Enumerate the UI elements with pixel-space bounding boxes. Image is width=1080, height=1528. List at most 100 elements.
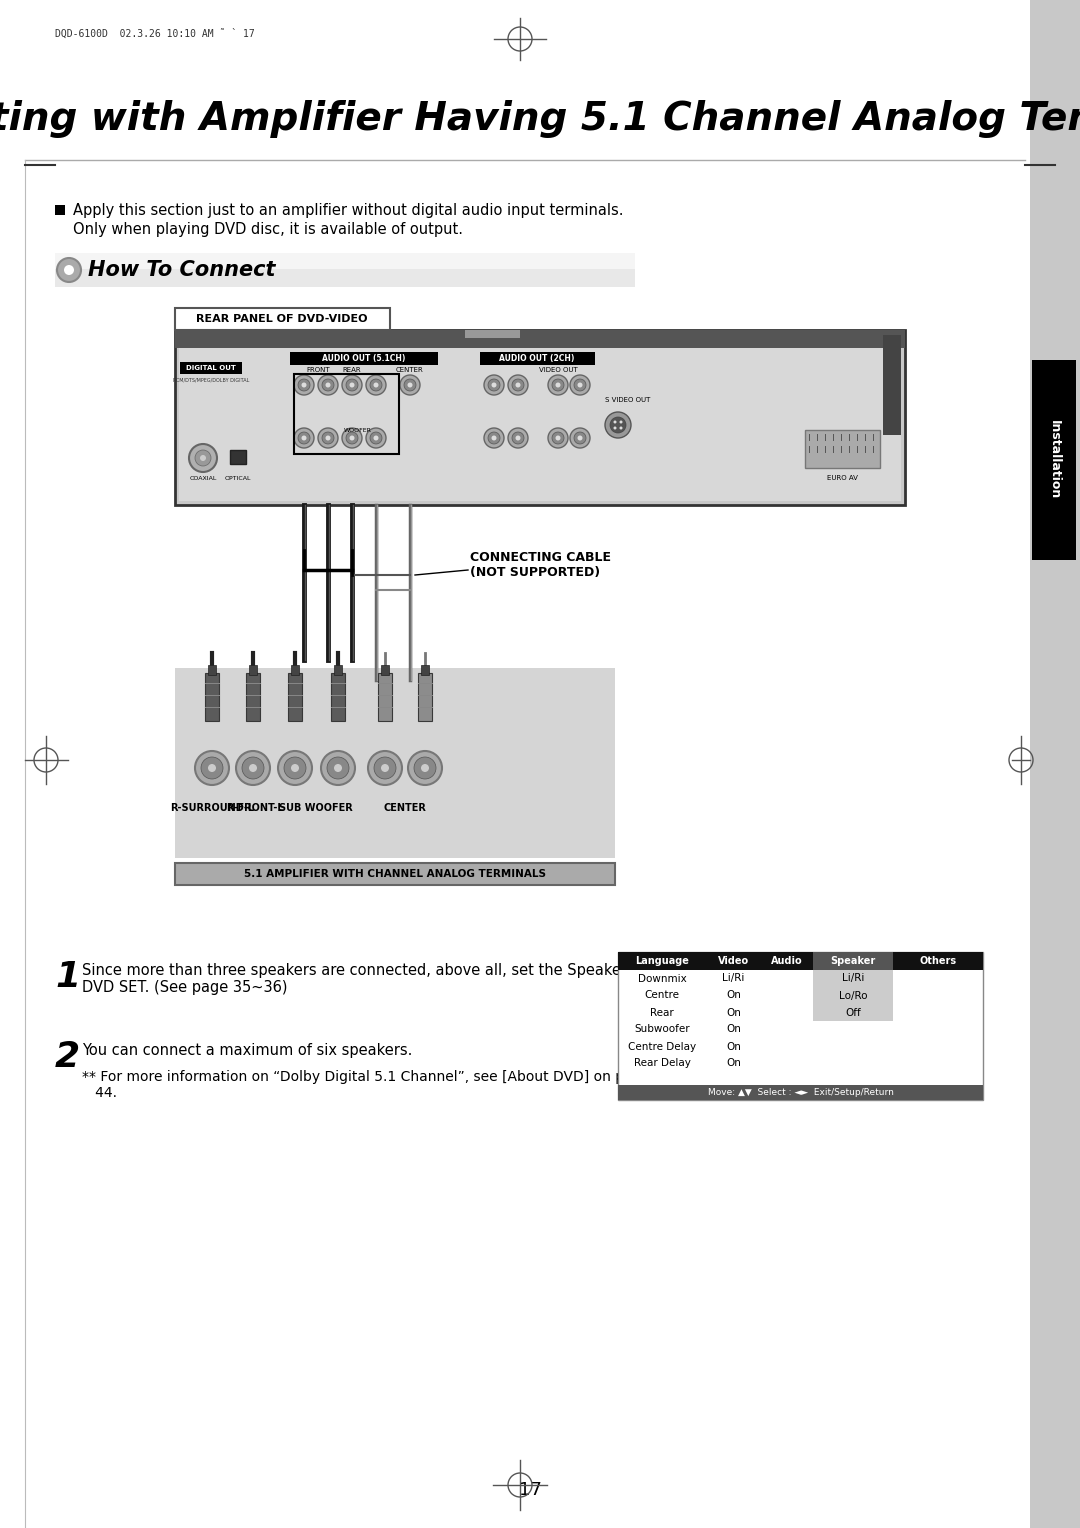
Text: Language: Language [635,957,689,966]
Circle shape [189,445,217,472]
Circle shape [64,264,75,275]
Bar [208,665,216,675]
Circle shape [318,428,338,448]
Text: 1: 1 [55,960,80,995]
Circle shape [291,764,299,772]
Circle shape [370,432,382,445]
Bar [618,1085,983,1100]
Bar [179,348,901,501]
Text: AUDIO OUT (2CH): AUDIO OUT (2CH) [499,353,575,362]
Bar [418,672,432,721]
Text: Centre: Centre [645,990,679,1001]
Bar [249,665,257,675]
Circle shape [512,432,524,445]
Circle shape [366,374,386,396]
Text: COAXIAL: COAXIAL [189,475,217,480]
Text: REAR PANEL OF DVD-VIDEO: REAR PANEL OF DVD-VIDEO [197,313,368,324]
Text: EURO AV: EURO AV [826,475,858,481]
Text: SUB WOOFER: SUB WOOFER [279,804,353,813]
Bar [805,429,880,468]
Text: CONNECTING CABLE
(NOT SUPPORTED): CONNECTING CABLE (NOT SUPPORTED) [470,552,611,579]
Circle shape [408,750,442,785]
Bar [378,672,392,721]
Text: Installation: Installation [1048,420,1061,500]
Bar [175,668,615,859]
Circle shape [325,382,330,388]
Text: Others: Others [919,957,957,966]
Text: VIDEO OUT: VIDEO OUT [539,367,578,373]
Circle shape [294,428,314,448]
Circle shape [573,432,586,445]
Bar [813,952,893,970]
Bar [465,330,519,338]
Circle shape [620,426,622,429]
Bar [618,952,983,1100]
Text: Connecting with Amplifier Having 5.1 Channel Analog Terminals: Connecting with Amplifier Having 5.1 Cha… [0,99,1080,138]
Bar [175,330,905,504]
Text: ** For more information on “Dolby Digital 5.1 Channel”, see [About DVD] on page
: ** For more information on “Dolby Digita… [82,1070,650,1100]
Bar [618,952,983,970]
Bar [813,987,893,1004]
Circle shape [350,435,354,440]
Circle shape [366,428,386,448]
Bar [205,672,219,721]
Text: DIGITAL OUT: DIGITAL OUT [186,365,235,371]
Circle shape [278,750,312,785]
Text: Audio: Audio [771,957,802,966]
Text: Li/Ri: Li/Ri [841,973,864,984]
Text: Off: Off [846,1007,861,1018]
Bar [294,374,399,454]
Circle shape [570,374,590,396]
Circle shape [325,435,330,440]
Circle shape [488,379,500,391]
Text: On: On [726,1024,741,1034]
Circle shape [407,382,413,388]
Text: Downmix: Downmix [637,973,687,984]
Bar [175,330,905,348]
Circle shape [605,413,631,439]
Circle shape [491,382,497,388]
Text: OPTICAL: OPTICAL [225,475,252,480]
Circle shape [374,756,396,779]
Bar [55,254,635,287]
Text: WOOFER: WOOFER [345,428,372,432]
Circle shape [294,374,314,396]
Circle shape [508,428,528,448]
Text: Lo/Ro: Lo/Ro [839,990,867,1001]
Text: Centre Delay: Centre Delay [627,1042,697,1051]
Text: Since more than three speakers are connected, above all, set the Speaker item in: Since more than three speakers are conne… [82,963,683,995]
Bar [175,863,615,885]
Circle shape [201,756,222,779]
Bar [288,672,302,721]
Circle shape [620,420,622,423]
Text: Move: ▲▼  Select : ◄►  Exit/Setup/Return: Move: ▲▼ Select : ◄► Exit/Setup/Return [707,1088,893,1097]
Circle shape [552,379,564,391]
Circle shape [374,382,378,388]
Circle shape [195,451,211,466]
Circle shape [342,428,362,448]
Circle shape [298,379,310,391]
Circle shape [548,374,568,396]
Text: You can connect a maximum of six speakers.: You can connect a maximum of six speaker… [82,1044,413,1057]
Circle shape [334,764,342,772]
Circle shape [301,382,307,388]
Bar [291,351,438,365]
Circle shape [613,426,617,429]
Bar [421,665,429,675]
Circle shape [301,435,307,440]
Text: PCM/DTS/MPEG/DOLBY DIGITAL: PCM/DTS/MPEG/DOLBY DIGITAL [173,377,249,382]
Circle shape [346,379,357,391]
Text: Li/Ri: Li/Ri [723,973,745,984]
Text: On: On [726,1042,741,1051]
Text: Only when playing DVD disc, it is available of output.: Only when playing DVD disc, it is availa… [73,222,463,237]
Text: REAR: REAR [342,367,362,373]
Bar [246,672,260,721]
Text: 5.1 AMPLIFIER WITH CHANNEL ANALOG TERMINALS: 5.1 AMPLIFIER WITH CHANNEL ANALOG TERMIN… [244,869,546,879]
Circle shape [368,750,402,785]
Bar [291,665,299,675]
Circle shape [57,258,81,283]
Bar [230,451,246,465]
Circle shape [484,428,504,448]
Bar [813,1004,893,1021]
Circle shape [548,428,568,448]
